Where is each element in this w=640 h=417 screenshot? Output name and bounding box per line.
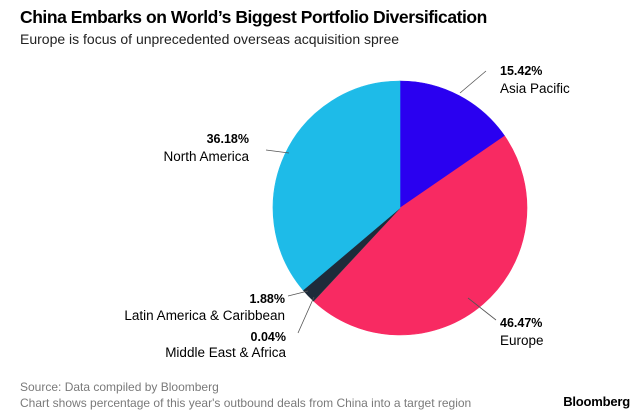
leader-line-latin-america-and-caribbean [287,290,309,297]
pie-slice-north-america [272,80,401,291]
leader-line-middle-east-and-africa [297,296,315,334]
slice-value-middle-east-and-africa: 0.04% [251,330,286,344]
pie-slice-asia-pacific [399,80,506,209]
pie-slice-europe [313,135,528,336]
slice-value-europe: 46.47% [500,316,542,330]
bloomberg-logo: Bloomberg [563,394,630,409]
chart-subtitle: Europe is focus of unprecedented oversea… [20,31,400,47]
slice-label-asia-pacific: Asia Pacific [500,81,570,96]
source-note: Source: Data compiled by Bloomberg [20,380,219,394]
leader-line-europe [467,297,497,321]
slice-label-latin-america-and-caribbean: Latin America & Caribbean [124,308,285,323]
leader-line-north-america [265,149,290,154]
leader-line-asia-pacific [459,70,487,94]
slice-value-asia-pacific: 15.42% [500,64,542,78]
slice-value-latin-america-and-caribbean: 1.88% [250,292,285,306]
slice-label-middle-east-and-africa: Middle East & Africa [165,345,286,360]
slice-value-north-america: 36.18% [207,132,249,146]
chart-footnote: Chart shows percentage of this year's ou… [20,396,472,410]
slice-label-north-america: North America [163,149,249,164]
slice-label-europe: Europe [500,333,544,348]
chart-title: China Embarks on World’s Biggest Portfol… [20,7,487,27]
